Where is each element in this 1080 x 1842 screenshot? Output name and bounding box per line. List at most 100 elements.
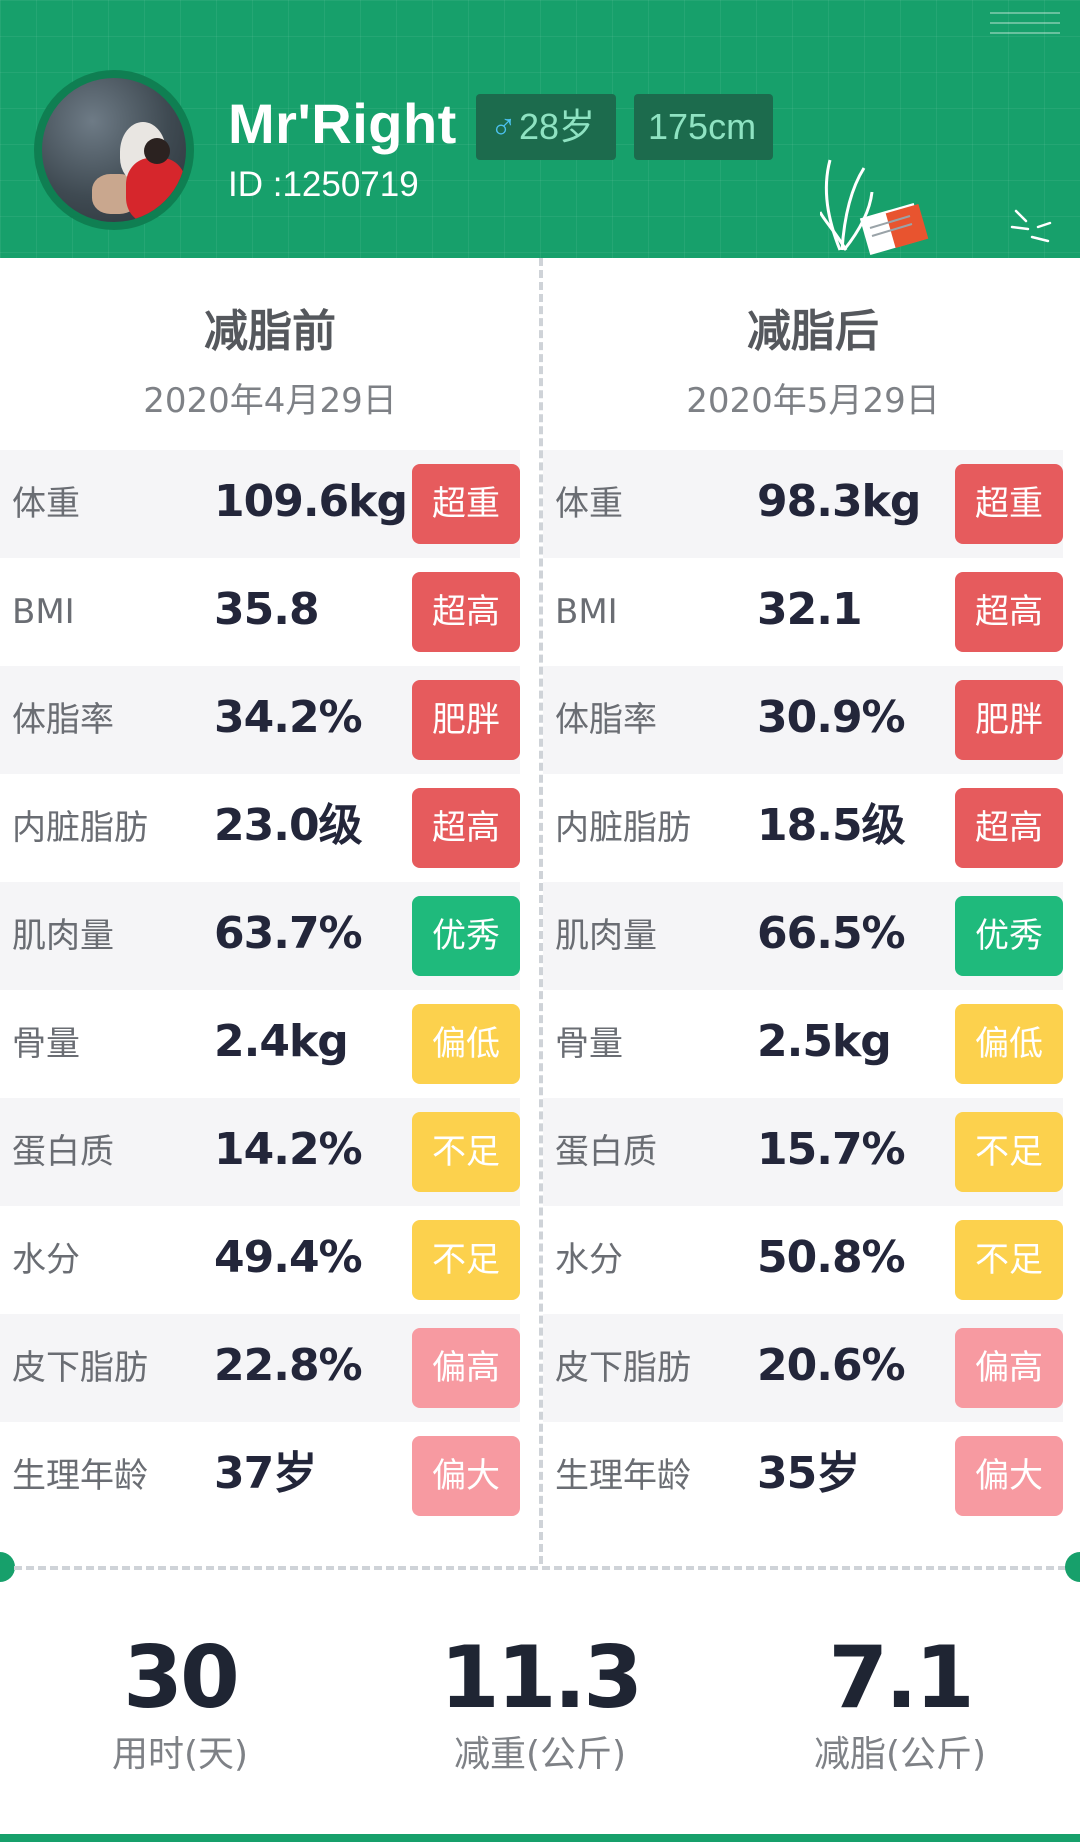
before-metrics: 体重 109.6kg 超重 BMI 35.8 超高 体脂率 34.2% 肥胖 内脏脂肪 23.… — [0, 450, 520, 1530]
metric-row: 骨量 2.5kg 偏低 — [543, 990, 1063, 1098]
stat-days: 30 用时(天) — [0, 1628, 360, 1780]
metric-label: BMI — [12, 592, 75, 632]
metric-row: 内脏脂肪 18.5级 超高 — [543, 774, 1063, 882]
metric-value: 20.6% — [757, 1340, 906, 1391]
metric-row: BMI 35.8 超高 — [0, 558, 520, 666]
metric-row: 皮下脂肪 22.8% 偏高 — [0, 1314, 520, 1422]
metric-value: 34.2% — [214, 692, 363, 743]
profile-header: Mr'Right ID :1250719 ♂28岁 175cm — [0, 0, 1080, 258]
avatar[interactable] — [34, 70, 194, 230]
metric-label: 皮下脂肪 — [555, 1348, 691, 1388]
metric-label: 体重 — [555, 484, 623, 524]
metric-value: 2.4kg — [214, 1016, 349, 1067]
metric-row: 肌肉量 66.5% 优秀 — [543, 882, 1063, 990]
stat-days-value: 30 — [123, 1628, 240, 1728]
metric-value: 109.6kg — [214, 476, 408, 527]
status-badge: 偏大 — [955, 1436, 1063, 1516]
metric-value: 32.1 — [757, 584, 863, 635]
metric-value: 14.2% — [214, 1124, 363, 1175]
metric-row: 体脂率 30.9% 肥胖 — [543, 666, 1063, 774]
metric-row: 水分 49.4% 不足 — [0, 1206, 520, 1314]
status-badge: 不足 — [955, 1220, 1063, 1300]
metric-row: 肌肉量 63.7% 优秀 — [0, 882, 520, 990]
metric-value: 35.8 — [214, 584, 320, 635]
metric-value: 50.8% — [757, 1232, 906, 1283]
metric-value: 15.7% — [757, 1124, 906, 1175]
height-tag: 175cm — [634, 94, 773, 160]
after-header: 减脂后 2020年5月29日 — [543, 300, 1080, 424]
metric-label: 蛋白质 — [555, 1132, 657, 1172]
summary-divider — [14, 1566, 1066, 1570]
status-badge: 超高 — [412, 788, 520, 868]
metric-row: 蛋白质 14.2% 不足 — [0, 1098, 520, 1206]
status-badge: 超高 — [955, 572, 1063, 652]
metric-row: 体重 98.3kg 超重 — [543, 450, 1063, 558]
decorative-lines-icon — [990, 12, 1060, 42]
status-badge: 优秀 — [412, 896, 520, 976]
metric-label: 骨量 — [12, 1024, 80, 1064]
metric-row: 内脏脂肪 23.0级 超高 — [0, 774, 520, 882]
column-divider — [539, 258, 543, 1564]
after-date: 2020年5月29日 — [686, 381, 940, 421]
stat-days-label: 用时(天) — [111, 1734, 249, 1775]
metric-row: 体重 109.6kg 超重 — [0, 450, 520, 558]
stat-weight-loss-value: 11.3 — [439, 1628, 643, 1728]
metric-label: 骨量 — [555, 1024, 623, 1064]
status-badge: 偏低 — [955, 1004, 1063, 1084]
metric-row: 体脂率 34.2% 肥胖 — [0, 666, 520, 774]
status-badge: 超重 — [412, 464, 520, 544]
metric-label: 内脏脂肪 — [555, 808, 691, 848]
status-badge: 肥胖 — [955, 680, 1063, 760]
status-badge: 不足 — [955, 1112, 1063, 1192]
metric-row: 水分 50.8% 不足 — [543, 1206, 1063, 1314]
metric-label: 生理年龄 — [12, 1456, 148, 1496]
metric-label: 肌肉量 — [555, 916, 657, 956]
metric-label: 体重 — [12, 484, 80, 524]
notch-right — [1065, 1552, 1080, 1582]
metric-value: 18.5级 — [757, 800, 906, 851]
metric-row: 生理年龄 35岁 偏大 — [543, 1422, 1063, 1530]
metric-label: 肌肉量 — [12, 916, 114, 956]
metric-value: 35岁 — [757, 1448, 860, 1499]
sparkle-marks-icon — [1010, 209, 1052, 243]
metric-value: 66.5% — [757, 908, 906, 959]
metric-label: BMI — [555, 592, 618, 632]
after-metrics: 体重 98.3kg 超重 BMI 32.1 超高 体脂率 30.9% 肥胖 内脏脂肪 18.5… — [543, 450, 1063, 1530]
metric-label: 内脏脂肪 — [12, 808, 148, 848]
metric-row: BMI 32.1 超高 — [543, 558, 1063, 666]
stat-weight-loss: 11.3 减重(公斤) — [360, 1628, 720, 1780]
metric-value: 22.8% — [214, 1340, 363, 1391]
metric-label: 体脂率 — [12, 700, 114, 740]
metric-row: 骨量 2.4kg 偏低 — [0, 990, 520, 1098]
metric-label: 水分 — [12, 1240, 80, 1280]
metric-value: 63.7% — [214, 908, 363, 959]
status-badge: 偏低 — [412, 1004, 520, 1084]
stat-fat-loss: 7.1 减脂(公斤) — [720, 1628, 1080, 1780]
status-badge: 超高 — [412, 572, 520, 652]
metric-row: 蛋白质 15.7% 不足 — [543, 1098, 1063, 1206]
status-badge: 肥胖 — [412, 680, 520, 760]
age-tag: ♂28岁 — [476, 94, 616, 160]
status-badge: 优秀 — [955, 896, 1063, 976]
metric-label: 蛋白质 — [12, 1132, 114, 1172]
metric-value: 49.4% — [214, 1232, 363, 1283]
metric-value: 37岁 — [214, 1448, 317, 1499]
status-badge: 不足 — [412, 1112, 520, 1192]
stat-fat-loss-value: 7.1 — [828, 1628, 974, 1728]
male-icon: ♂ — [490, 106, 517, 147]
stat-fat-loss-label: 减脂(公斤) — [813, 1734, 987, 1775]
before-header: 减脂前 2020年4月29日 — [0, 300, 540, 424]
before-date: 2020年4月29日 — [143, 381, 397, 421]
stat-weight-loss-label: 减重(公斤) — [453, 1734, 627, 1775]
notch-left — [0, 1552, 15, 1582]
metric-value: 30.9% — [757, 692, 906, 743]
metric-label: 皮下脂肪 — [12, 1348, 148, 1388]
metric-label: 生理年龄 — [555, 1456, 691, 1496]
status-badge: 不足 — [412, 1220, 520, 1300]
metric-value: 98.3kg — [757, 476, 921, 527]
age-text: 28岁 — [519, 106, 596, 147]
user-id: ID :1250719 — [228, 165, 419, 204]
status-badge: 偏高 — [412, 1328, 520, 1408]
metric-value: 2.5kg — [757, 1016, 892, 1067]
metric-label: 水分 — [555, 1240, 623, 1280]
